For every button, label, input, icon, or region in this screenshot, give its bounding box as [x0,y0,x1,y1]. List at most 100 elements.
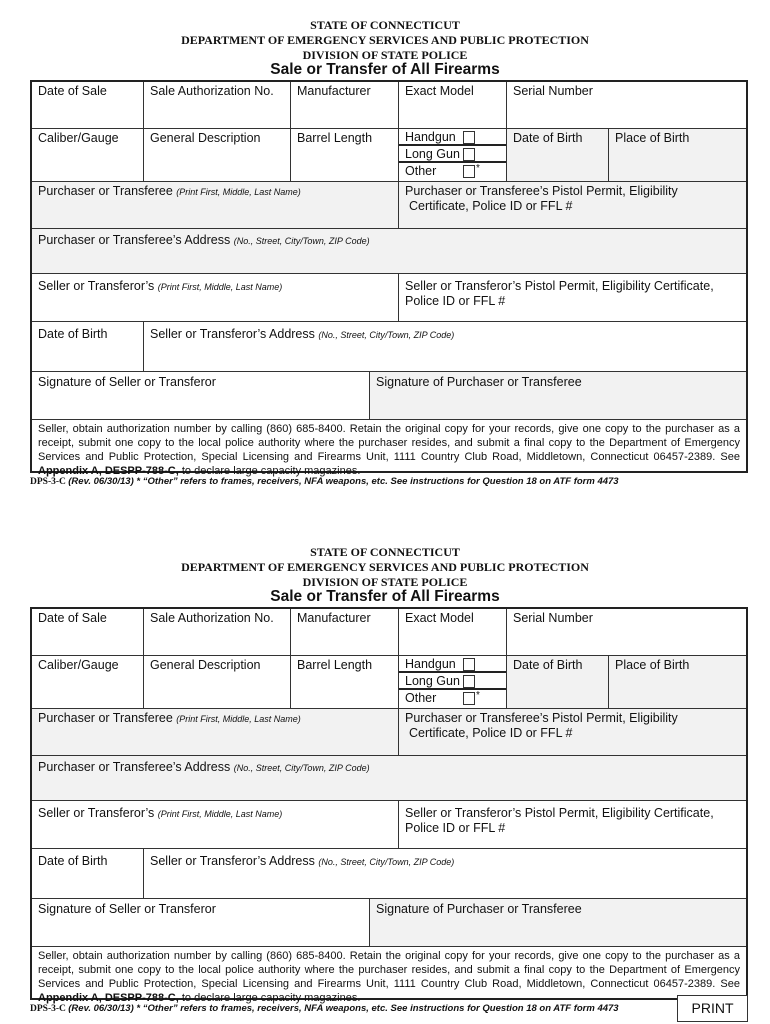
label: Date of Birth [513,658,583,672]
firearm-transfer-form: STATE OF CONNECTICUT DEPARTMENT OF EMERG… [0,542,770,1024]
handgun-checkbox[interactable] [463,658,475,671]
exact-model-field[interactable]: Exact Model [399,609,507,656]
instructions-text: Seller, obtain authorization number by c… [32,420,746,477]
label: Place of Birth [615,131,690,145]
sale-authorization-field[interactable]: Sale Authorization No. [144,82,291,129]
caliber-field[interactable]: Caliber/Gauge [32,656,144,709]
hint: (Print First, Middle, Last Name) [157,282,283,292]
hint: (No., Street, City/Town, ZIP Code) [318,330,455,340]
purchaser-permit-field[interactable]: Purchaser or Transferee’s Pistol Permit,… [399,709,746,756]
label: General Description [150,658,261,672]
label: Manufacturer [297,84,371,98]
seller-dob-field[interactable]: Date of Birth [32,849,144,899]
place-of-birth-field[interactable]: Place of Birth [609,129,746,182]
seller-dob-field[interactable]: Date of Birth [32,322,144,372]
seller-address-field[interactable]: Seller or Transferor’s Address (No., Str… [144,849,746,899]
seller-permit-field[interactable]: Seller or Transferor’s Pistol Permit, El… [399,274,746,322]
other-checkbox[interactable] [463,692,475,705]
print-button[interactable]: PRINT [677,995,748,1022]
seller-signature-field[interactable]: Signature of Seller or Transferor [32,899,370,947]
long-gun-option[interactable]: Long Gun [399,673,506,690]
manufacturer-field[interactable]: Manufacturer [291,609,399,656]
purchaser-name-field[interactable]: Purchaser or Transferee (Print First, Mi… [32,709,399,756]
purchaser-address-field[interactable]: Purchaser or Transferee’s Address (No., … [32,756,746,801]
form-id: DPS-3-C [30,477,66,487]
purchaser-name-field[interactable]: Purchaser or Transferee (Print First, Mi… [32,182,399,229]
serial-number-field[interactable]: Serial Number [507,82,746,129]
firearm-transfer-form: STATE OF CONNECTICUT DEPARTMENT OF EMERG… [0,15,770,515]
label: Seller or Transferor’s Address [150,854,315,868]
seller-permit-field[interactable]: Seller or Transferor’s Pistol Permit, El… [399,801,746,849]
place-of-birth-field[interactable]: Place of Birth [609,656,746,709]
seller-name-field[interactable]: Seller or Transferor’s (Print First, Mid… [32,801,399,849]
general-description-field[interactable]: General Description [144,656,291,709]
long-gun-checkbox[interactable] [463,148,475,161]
appendix-reference: Appendix A, DESPP-788-C, [38,465,179,477]
label: Handgun [405,657,456,671]
serial-number-field[interactable]: Serial Number [507,609,746,656]
label: Caliber/Gauge [38,131,119,145]
division-heading: DIVISION OF STATE POLICE [302,575,468,589]
purchaser-signature-field[interactable]: Signature of Purchaser or Transferee [370,372,746,420]
handgun-option[interactable]: Handgun [399,656,506,673]
state-heading: STATE OF CONNECTICUT [310,18,460,32]
label: Date of Birth [38,854,108,868]
other-option[interactable]: Other * [399,690,506,707]
long-gun-checkbox[interactable] [463,675,475,688]
handgun-checkbox[interactable] [463,131,475,144]
hint: (Print First, Middle, Last Name) [176,714,301,724]
purchaser-address-field[interactable]: Purchaser or Transferee’s Address (No., … [32,229,746,274]
date-of-sale-field[interactable]: Date of Sale [32,82,144,129]
form-footer: DPS-3-C (Rev. 06/30/13) * “Other” refers… [30,476,619,487]
label: Seller or Transferor’s Pistol Permit, El… [405,806,714,820]
footnote: (Rev. 06/30/13) * “Other” refers to fram… [68,1003,619,1014]
barrel-length-field[interactable]: Barrel Length [291,656,399,709]
sale-authorization-field[interactable]: Sale Authorization No. [144,609,291,656]
label: Date of Sale [38,84,107,98]
manufacturer-field[interactable]: Manufacturer [291,82,399,129]
label: Long Gun [405,674,460,688]
label: Serial Number [513,84,593,98]
other-checkbox[interactable] [463,165,475,178]
asterisk: * [476,163,480,174]
appendix-note: to declare large capacity magazines. [181,465,361,477]
instructions: Seller, obtain authorization number by c… [38,950,740,990]
exact-model-field[interactable]: Exact Model [399,82,507,129]
label: Signature of Purchaser or Transferee [376,902,582,916]
barrel-length-field[interactable]: Barrel Length [291,129,399,182]
label: Date of Sale [38,611,107,625]
date-of-sale-field[interactable]: Date of Sale [32,609,144,656]
handgun-option[interactable]: Handgun [399,129,506,146]
label-line2: Police ID or FFL # [405,294,506,308]
label: Purchaser or Transferee [38,184,173,198]
instructions-text: Seller, obtain authorization number by c… [32,947,746,1004]
purchaser-dob-field[interactable]: Date of Birth [507,656,609,709]
hint: (Print First, Middle, Last Name) [176,187,301,197]
other-option[interactable]: Other * [399,163,506,180]
department-heading: DEPARTMENT OF EMERGENCY SERVICES AND PUB… [181,33,589,47]
label: Date of Birth [513,131,583,145]
seller-name-field[interactable]: Seller or Transferor’s (Print First, Mid… [32,274,399,322]
form-title: Sale or Transfer of All Firearms [270,61,500,78]
label: Seller or Transferor’s [38,279,155,293]
label: Exact Model [405,84,474,98]
purchaser-signature-field[interactable]: Signature of Purchaser or Transferee [370,899,746,947]
label: Seller or Transferor’s Pistol Permit, El… [405,279,714,293]
general-description-field[interactable]: General Description [144,129,291,182]
form-title: Sale or Transfer of All Firearms [270,588,500,605]
hint: (No., Street, City/Town, ZIP Code) [233,236,370,246]
label: Handgun [405,130,456,144]
instructions: Seller, obtain authorization number by c… [38,423,740,463]
form-footer: DPS-3-C (Rev. 06/30/13) * “Other” refers… [30,1003,619,1014]
caliber-field[interactable]: Caliber/Gauge [32,129,144,182]
seller-signature-field[interactable]: Signature of Seller or Transferor [32,372,370,420]
long-gun-option[interactable]: Long Gun [399,146,506,163]
purchaser-dob-field[interactable]: Date of Birth [507,129,609,182]
form-id: DPS-3-C [30,1004,66,1014]
label: Purchaser or Transferee’s Address [38,233,231,247]
state-heading: STATE OF CONNECTICUT [310,545,460,559]
seller-address-field[interactable]: Seller or Transferor’s Address (No., Str… [144,322,746,372]
label: Other [405,164,437,178]
label: Date of Birth [38,327,108,341]
purchaser-permit-field[interactable]: Purchaser or Transferee’s Pistol Permit,… [399,182,746,229]
